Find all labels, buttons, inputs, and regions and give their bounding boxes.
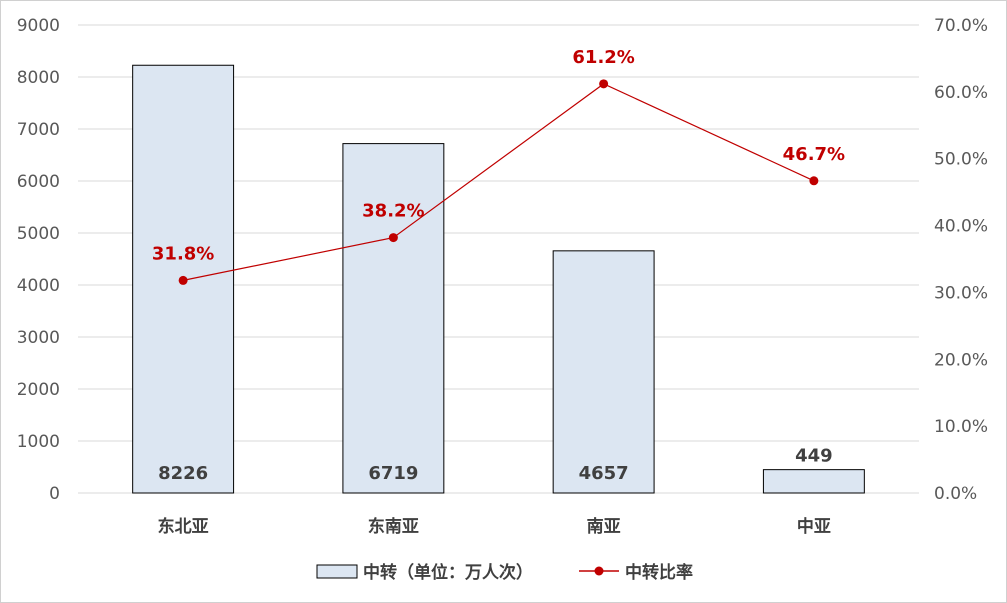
bar-value-label: 4657	[579, 463, 629, 484]
x-category-label: 南亚	[587, 516, 621, 537]
bar	[552, 250, 655, 494]
rate-value-label: 31.8%	[152, 243, 214, 264]
rate-value-label: 61.2%	[572, 47, 634, 68]
bar-series	[132, 64, 865, 494]
y-right-tick-label: 70.0%	[934, 16, 988, 36]
y-right-tick-label: 10.0%	[934, 417, 988, 437]
y-right-tick-label: 30.0%	[934, 283, 988, 303]
x-category-label: 东北亚	[158, 516, 209, 537]
line-series	[178, 79, 819, 285]
bar	[342, 143, 445, 494]
data-labels: 8226 6719 4657 449 31.8% 38.2% 61.2% 46.7%	[152, 47, 845, 484]
y-left-tick-label: 8000	[17, 68, 60, 88]
y-left-tick-label: 5000	[17, 224, 60, 244]
rate-value-label: 46.7%	[783, 144, 845, 165]
y-left-tick-label: 3000	[17, 328, 60, 348]
y-left-tick-label: 9000	[17, 16, 60, 36]
rate-line	[183, 83, 815, 281]
rate-point	[599, 79, 609, 89]
legend-bar-swatch	[316, 564, 358, 579]
rate-point	[178, 275, 188, 285]
rate-point	[388, 233, 398, 243]
bar-value-label: 8226	[158, 463, 208, 484]
y-right-tick-label: 40.0%	[934, 217, 988, 237]
rate-point	[809, 176, 819, 186]
legend-line-label: 中转比率	[625, 562, 693, 583]
bar-value-label: 449	[795, 446, 833, 467]
y-left-tick-label: 6000	[17, 172, 60, 192]
y-left-tick-label: 2000	[17, 380, 60, 400]
rate-value-label: 38.2%	[362, 201, 424, 222]
legend: 中转（单位：万人次） 中转比率	[316, 562, 693, 583]
axes: 0 1000 2000 3000 4000 5000 6000 7000 8000 9000 0.0…	[17, 16, 988, 537]
y-left-tick-label: 4000	[17, 276, 60, 296]
y-right-tick-label: 60.0%	[934, 83, 988, 103]
y-right-tick-label: 0.0%	[934, 484, 977, 504]
bar-value-label: 6719	[368, 463, 418, 484]
x-category-label: 东南亚	[368, 516, 419, 537]
y-left-tick-label: 1000	[17, 432, 60, 452]
bar	[762, 469, 865, 494]
y-left-tick-label: 7000	[17, 120, 60, 140]
x-category-label: 中亚	[797, 516, 831, 537]
legend-line-marker	[594, 566, 604, 576]
y-right-tick-label: 20.0%	[934, 350, 988, 370]
legend-bar-label: 中转（单位：万人次）	[363, 562, 533, 583]
y-left-tick-label: 0	[49, 484, 60, 504]
y-right-tick-label: 50.0%	[934, 150, 988, 170]
